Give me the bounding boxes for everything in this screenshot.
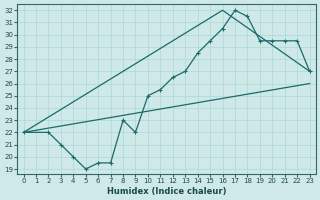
X-axis label: Humidex (Indice chaleur): Humidex (Indice chaleur) <box>107 187 226 196</box>
